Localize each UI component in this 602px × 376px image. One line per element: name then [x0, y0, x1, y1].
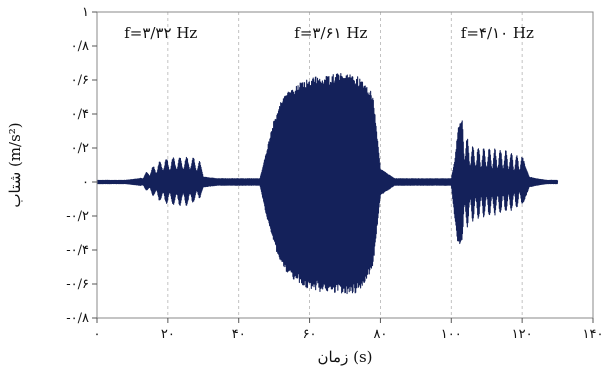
x-tick-label: ۱۰۰	[441, 327, 462, 342]
y-tick-label: ۱	[82, 5, 89, 20]
frequency-annotation: f=۳/۶۱ Hz	[294, 24, 367, 42]
y-tick-label: -۰/۲	[66, 209, 89, 224]
plot-frame	[96, 11, 594, 319]
y-tick-label: ۰	[82, 175, 89, 190]
y-tick-label: ۰/۸	[71, 39, 89, 54]
y-tick-label: ۰/۴	[71, 107, 89, 122]
x-tick-label: ۶۰	[303, 327, 317, 342]
axis-layer: ۰ ۲۰ ۴۰ ۶۰ ۸۰ ۱۰۰ ۱۲۰ ۱۴۰ ۱ ۰/۸ ۰/۶ ۰/۴ ۰/۲ ۰ -۰/۲ -۰/۴…	[66, 5, 602, 342]
y-tick-label: -۰/۸	[66, 311, 89, 326]
y-tick-label: -۰/۶	[66, 277, 89, 292]
x-tick-label: ۴۰	[232, 327, 246, 342]
y-tick-label: -۰/۴	[66, 243, 89, 258]
y-tick-label: ۰/۲	[71, 141, 89, 156]
series-layer	[96, 73, 559, 295]
x-axis-label: زمان (s)	[317, 348, 372, 366]
frequency-annotation: f=۳/۳۲ Hz	[124, 24, 197, 42]
y-tick-label: ۰/۶	[71, 73, 89, 88]
y-axis-label: شتاب (m/s²)	[6, 122, 24, 207]
x-tick-label: ۱۴۰	[583, 327, 602, 342]
frequency-annotation: f=۴/۱۰ Hz	[461, 24, 534, 42]
x-tick-label: ۲۰	[161, 327, 175, 342]
annotation-layer: f=۳/۳۲ Hz f=۳/۶۱ Hz f=۴/۱۰ Hz	[124, 24, 534, 42]
x-tick-label: ۱۲۰	[512, 327, 533, 342]
acceleration-signal	[96, 73, 559, 295]
x-tick-label: ۸۰	[373, 327, 387, 342]
x-tick-label: ۰	[94, 327, 101, 342]
